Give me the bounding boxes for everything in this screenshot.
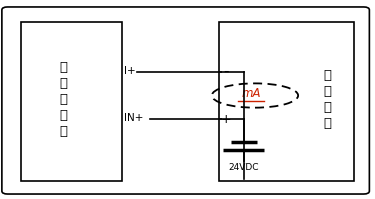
FancyBboxPatch shape [2, 7, 369, 194]
Text: mA: mA [242, 87, 261, 100]
Text: -: - [223, 64, 228, 79]
Text: I+: I+ [124, 66, 135, 76]
Text: 24VDC: 24VDC [228, 163, 259, 172]
Text: +: + [220, 113, 231, 126]
Bar [219, 22, 354, 181]
Bar [21, 22, 122, 181]
Text: IN+: IN+ [124, 113, 143, 123]
Text: 用
户
设
备: 用 户 设 备 [323, 69, 332, 130]
Text: 电
磁
流
量
计: 电 磁 流 量 计 [59, 61, 67, 138]
